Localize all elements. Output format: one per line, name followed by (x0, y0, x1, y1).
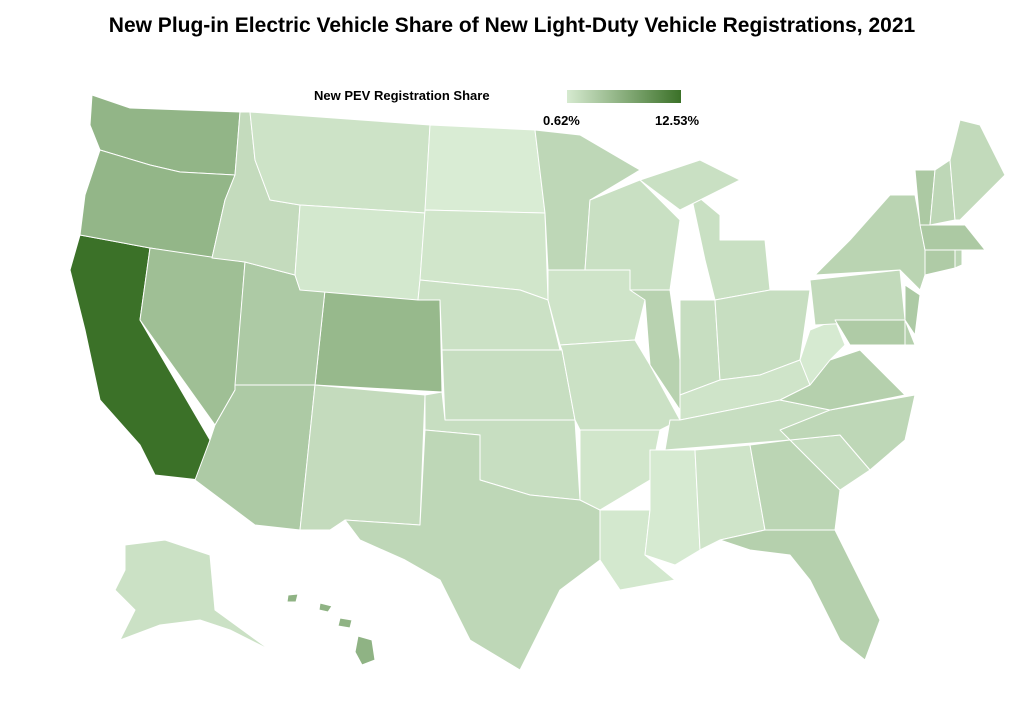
state-ks (441, 349, 576, 421)
state-shape-ri (954, 249, 963, 269)
state-shape-nm (299, 384, 426, 531)
state-shape-mt (249, 111, 431, 214)
state-shape-hi (337, 617, 353, 629)
state-shape-mi (689, 189, 771, 301)
state-fl (719, 529, 881, 661)
state-ma (919, 224, 986, 251)
state-ri (954, 249, 963, 269)
legend-color-scale (567, 90, 681, 103)
state-shape-ak (114, 539, 271, 651)
state-shape-md (834, 319, 906, 346)
legend-max-label: 12.53% (655, 113, 700, 128)
map-title: New Plug-in Electric Vehicle Share of Ne… (108, 14, 916, 37)
state-shape-tx (344, 429, 601, 671)
state-shape-me (949, 119, 1006, 221)
state-nm (299, 384, 426, 531)
state-shape-wv (799, 319, 846, 386)
state-pa (809, 269, 906, 326)
state-shape-ga (749, 439, 841, 531)
legend-title: New PEV Registration Share (314, 88, 490, 103)
state-tx (344, 429, 601, 671)
state-shape-ms (644, 449, 701, 566)
state-shape-ma (919, 224, 986, 251)
state-mt (249, 111, 431, 214)
state-shape-pa (809, 269, 906, 326)
state-mi (639, 159, 771, 301)
state-hi (286, 593, 376, 666)
state-nd (424, 124, 546, 214)
state-co (314, 289, 443, 393)
state-me (949, 119, 1006, 221)
state-shape-nd (424, 124, 546, 214)
state-ar (579, 429, 661, 511)
state-ak (114, 539, 271, 651)
state-wy (294, 204, 426, 301)
state-md (834, 319, 906, 346)
state-de (904, 319, 916, 346)
state-shape-mi (639, 159, 741, 211)
state-shape-nj (904, 284, 921, 336)
state-shape-ct (924, 249, 956, 276)
state-shape-hi (318, 602, 333, 613)
state-nj (904, 284, 921, 336)
legend-min-label: 0.62% (543, 113, 580, 128)
state-ga (749, 439, 841, 531)
state-shape-de (904, 319, 916, 346)
state-shape-in (679, 299, 721, 396)
state-shape-hi (354, 635, 376, 666)
state-in (679, 299, 721, 396)
state-ms (644, 449, 701, 566)
state-shape-fl (719, 529, 881, 661)
state-ct (924, 249, 956, 276)
state-wv (799, 319, 846, 386)
state-shape-ar (579, 429, 661, 511)
state-shape-wy (294, 204, 426, 301)
state-shape-hi (286, 593, 299, 603)
state-shape-ks (441, 349, 576, 421)
state-shape-co (314, 289, 443, 393)
